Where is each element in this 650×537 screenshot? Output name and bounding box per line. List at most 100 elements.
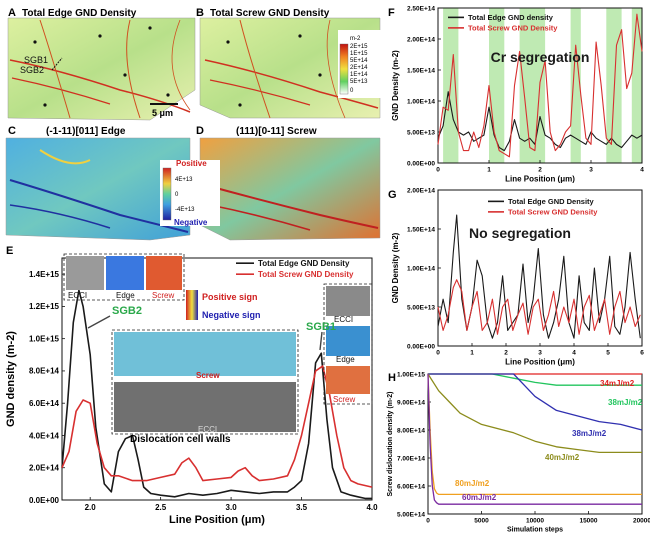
x-tick-label: 5 (606, 350, 610, 357)
colorbar-tick: 5E+13 (350, 79, 368, 85)
x-tick-label: 4.0 (366, 503, 378, 512)
panel-b-map: B Total Screw GND Density m-2 2E+15 1E+1… (196, 7, 382, 119)
legend-label: Total Screw GND Density (258, 270, 354, 279)
marker-dot (148, 26, 152, 30)
sgb1-label: SGB1 (306, 321, 336, 333)
grain-boundary-line (209, 79, 311, 106)
marker-dot (98, 34, 102, 38)
sgb1-label: SGB1 (24, 55, 48, 65)
panel-f-letter: F (388, 7, 395, 19)
screw-gnd-map-image (199, 17, 381, 119)
x-tick-label: 6 (640, 350, 644, 357)
colorbar-tick: 1E+15 (350, 51, 368, 57)
panel-e-insets: ECCI Edge Screw Positive sign Negative s… (63, 253, 373, 445)
legend-label: Total Screw GND Density (468, 24, 558, 33)
x-tick-label: 4 (572, 350, 576, 357)
series-label: 80mJ/m2 (455, 479, 490, 488)
y-tick-label: 1.00E+14 (407, 265, 435, 272)
y-tick-label: 0.00E+00 (407, 343, 435, 350)
series-line-1 (61, 365, 373, 488)
series-line-5 (427, 373, 642, 505)
y-tick-label: 5.00E+13 (407, 304, 435, 311)
cell-walls-label: Dislocation cell walls (130, 434, 231, 445)
y-tick-label: 1.00E+14 (407, 98, 435, 105)
grain-boundary-line (171, 19, 191, 111)
series-line-4 (427, 373, 642, 496)
sgb2-label: SGB2 (112, 305, 142, 317)
negative-band (9, 179, 189, 233)
x-tick-label: 1 (470, 350, 474, 357)
series-label: 38mJ/m2 (572, 429, 607, 438)
colorbar (339, 43, 349, 95)
x-tick-label: 5000 (474, 518, 489, 525)
x-tick-label: 0 (436, 350, 440, 357)
colorbar-tick: 2E+14 (350, 65, 368, 71)
y-tick-label: 7.00E+14 (397, 455, 425, 462)
marker-dot (238, 103, 242, 107)
y-axis-label: Screw dislocation density (m-2) (387, 391, 394, 496)
no-segregation-label: No segregation (469, 225, 571, 241)
x-tick-label: 15000 (579, 518, 597, 525)
marker-dot (226, 40, 230, 44)
center-screw-image (114, 332, 296, 376)
legend-label: Total Edge GND density (468, 13, 554, 22)
x-tick-label: 1 (487, 167, 491, 174)
cr-segregation-label: Cr segregation (491, 49, 590, 65)
panel-e-letter: E (6, 245, 13, 257)
right-screw-label: Screw (333, 395, 355, 404)
y-tick-label: 2.00E+14 (407, 187, 435, 194)
grain-boundary-line (326, 19, 346, 119)
y-tick-label: 0.00E+00 (407, 160, 435, 167)
legend-label: Total Screw GND Density (508, 208, 598, 217)
colorbar-tick: 2E+15 (350, 44, 368, 50)
x-tick-label: 0 (436, 167, 440, 174)
series-label: 38mJ/m2 (608, 398, 643, 407)
panel-b-letter: B (196, 7, 204, 19)
grain-boundary-line (126, 19, 141, 119)
scale-bar-label: 5 μm (152, 108, 173, 118)
x-tick-label: 20000 (633, 518, 650, 525)
series-label: 34mJ/m2 (600, 379, 635, 388)
panel-a-title: Total Edge GND Density (22, 8, 137, 19)
positive-sign-label: Positive sign (202, 292, 258, 302)
colorbar-negative-label: Negative (174, 218, 208, 227)
right-edge-image (326, 326, 370, 356)
inset-edge-label: Edge (116, 291, 135, 300)
series-line-2 (428, 373, 643, 431)
x-tick-label: 2.5 (155, 503, 167, 512)
sgb2-arrow (87, 315, 111, 329)
right-ecci-label: ECCI (334, 315, 353, 324)
inset-screw-label: Screw (152, 291, 174, 300)
y-tick-label: 4.0E+14 (29, 431, 60, 440)
edge-inset-image (106, 256, 144, 290)
x-axis-label: Simulation steps (507, 527, 563, 534)
y-tick-label: 1.00E+15 (397, 371, 425, 378)
colorbar-tick: 5E+14 (350, 58, 368, 64)
positive-band (39, 149, 91, 165)
y-axis-label: GND density (m-2) (5, 331, 17, 427)
y-tick-label: 6.0E+14 (29, 399, 60, 408)
panel-c-map: C (-1-11)[011] Edge (5, 125, 191, 241)
colorbar-tick: -4E+13 (175, 207, 195, 213)
x-tick-label: 0 (426, 518, 430, 525)
panel-d-letter: D (196, 125, 204, 137)
series-line-3 (427, 373, 642, 454)
screw-inset-image (146, 256, 182, 290)
y-tick-label: 8.0E+14 (29, 367, 60, 376)
negative-sign-label: Negative sign (202, 310, 261, 320)
x-tick-label: 3 (538, 350, 542, 357)
panel-d-title: (111)[0-11] Screw (236, 126, 317, 137)
x-tick-label: 10000 (526, 518, 544, 525)
marker-dot (43, 103, 47, 107)
x-axis-label: Line Position (μm) (505, 358, 575, 367)
colorbar-unit: m-2 (350, 36, 361, 42)
panel-g-chart: 0.00E+00 5.00E+13 1.00E+14 1.50E+14 2.00E+14… (391, 187, 644, 366)
panel-h-chart: 5.00E+14 6.00E+14 7.00E+14 8.00E+14 9.00E+14… (387, 371, 650, 533)
x-tick-label: 4 (640, 167, 644, 174)
center-inset-box (111, 329, 299, 435)
panel-f-chart: 0.00E+00 5.00E+13 1.00E+14 1.50E+14 2.00E+14… (391, 5, 644, 183)
panel-c-letter: C (8, 125, 16, 137)
y-tick-label: 8.00E+14 (397, 427, 425, 434)
panel-a-letter: A (8, 7, 16, 19)
